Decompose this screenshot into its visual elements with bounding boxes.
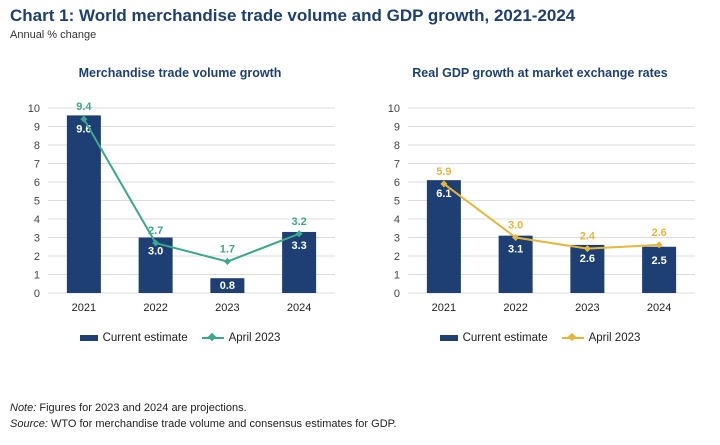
y-tick-label: 1 [394,270,400,282]
bar [66,115,101,294]
gdp-growth-panel: Real GDP growth at market exchange rates… [370,60,710,360]
line-point [223,258,231,266]
y-tick-label: 7 [394,159,400,171]
legend: Current estimate April 2023 [370,332,710,344]
bar [426,180,461,293]
april-2023-line [83,118,300,263]
y-tick-label: 10 [28,103,40,115]
legend-label: Current estimate [102,332,188,344]
legend-label: April 2023 [228,332,281,344]
bar [210,278,245,293]
line-point [80,115,88,123]
line-point [655,241,663,249]
y-tick-label: 7 [34,159,40,171]
y-tick-label: 5 [394,196,400,208]
bar-value-label: 6.1 [436,188,451,200]
line-point [295,230,303,238]
bar-swatch-icon [439,335,458,341]
y-tick-label: 3 [34,233,40,245]
bar [282,231,317,293]
legend-item-current: Current estimate [439,332,548,344]
y-tick-label: 3 [394,233,400,245]
bar-value-label: 3.3 [291,240,306,252]
legend-label: April 2023 [588,332,641,344]
trade-volume-chart: 0 1 2 3 4 5 6 7 8 9 10 2021 2022 2023 2024 9.6 3.0 0.8 3.3… [28,101,335,314]
y-tick-label: 8 [34,140,40,152]
y-tick-label: 4 [394,214,400,226]
panel-title: Merchandise trade volume growth [78,66,282,80]
line-value-label: 2.7 [148,225,163,237]
line-point [583,245,591,253]
bar-value-label: 2.6 [580,253,595,265]
y-tick-label: 10 [388,103,400,115]
x-tick-label: 2021 [432,302,456,314]
chart-subtitle: Annual % change [10,29,97,41]
chart-title: Chart 1: World merchandise trade volume … [10,6,576,25]
y-tick-label: 1 [34,270,40,282]
panel-title: Real GDP growth at market exchange rates [412,66,668,80]
legend-item-current: Current estimate [79,332,188,344]
bar-value-label: 3.1 [508,244,523,256]
y-tick-label: 2 [34,251,40,263]
bar [570,244,605,293]
bar-value-label: 9.6 [76,123,91,135]
source-line: Source: WTO for merchandise trade volume… [10,418,397,430]
y-tick-label: 9 [394,122,400,134]
x-tick-label: 2022 [143,302,167,314]
y-tick-label: 6 [34,177,40,189]
line-value-label: 5.9 [436,166,451,178]
april-2023-line [443,183,660,250]
y-tick-label: 2 [394,251,400,263]
line-point [440,180,448,188]
bar-value-label: 2.5 [651,255,666,267]
line-value-label: 2.6 [651,227,666,239]
y-tick-label: 5 [34,196,40,208]
line-value-label: 3.0 [508,220,523,232]
line-value-label: 1.7 [220,244,235,256]
bar [498,235,533,293]
x-tick-label: 2024 [647,302,671,314]
y-tick-label: 8 [394,140,400,152]
footnotes: Note: Figures for 2023 and 2024 are proj… [10,400,397,432]
gdp-growth-chart: 0 1 2 3 4 5 6 7 8 9 10 2021 2022 2023 2024 6.1 3.1 2.6 2.5… [388,103,695,314]
y-tick-label: 4 [34,214,40,226]
line-point [152,239,160,247]
note-line: Note: Figures for 2023 and 2024 are proj… [10,402,247,414]
bar-value-label: 3.0 [148,246,163,258]
legend-item-april: April 2023 [561,332,641,344]
line-swatch-icon [561,333,584,343]
x-tick-label: 2022 [503,302,527,314]
y-tick-label: 6 [394,177,400,189]
line-swatch-icon [201,333,224,343]
y-tick-label: 0 [394,288,400,300]
x-tick-label: 2023 [575,302,599,314]
trade-volume-panel: Merchandise trade volume growth 0 1 2 3 4 5 6 7… [10,60,350,360]
bar-swatch-icon [79,335,98,341]
bar [642,246,677,293]
x-tick-label: 2023 [215,302,239,314]
legend: Current estimate April 2023 [10,332,350,344]
line-value-label: 9.4 [76,101,92,113]
legend-item-april: April 2023 [201,332,281,344]
x-tick-label: 2021 [72,302,96,314]
y-tick-label: 0 [34,288,40,300]
line-point [512,234,520,241]
y-tick-label: 9 [34,122,40,134]
legend-label: Current estimate [462,332,548,344]
line-value-label: 2.4 [580,231,596,243]
bar-value-label: 0.8 [220,280,235,292]
x-tick-label: 2024 [287,302,311,314]
line-value-label: 3.2 [291,216,306,228]
